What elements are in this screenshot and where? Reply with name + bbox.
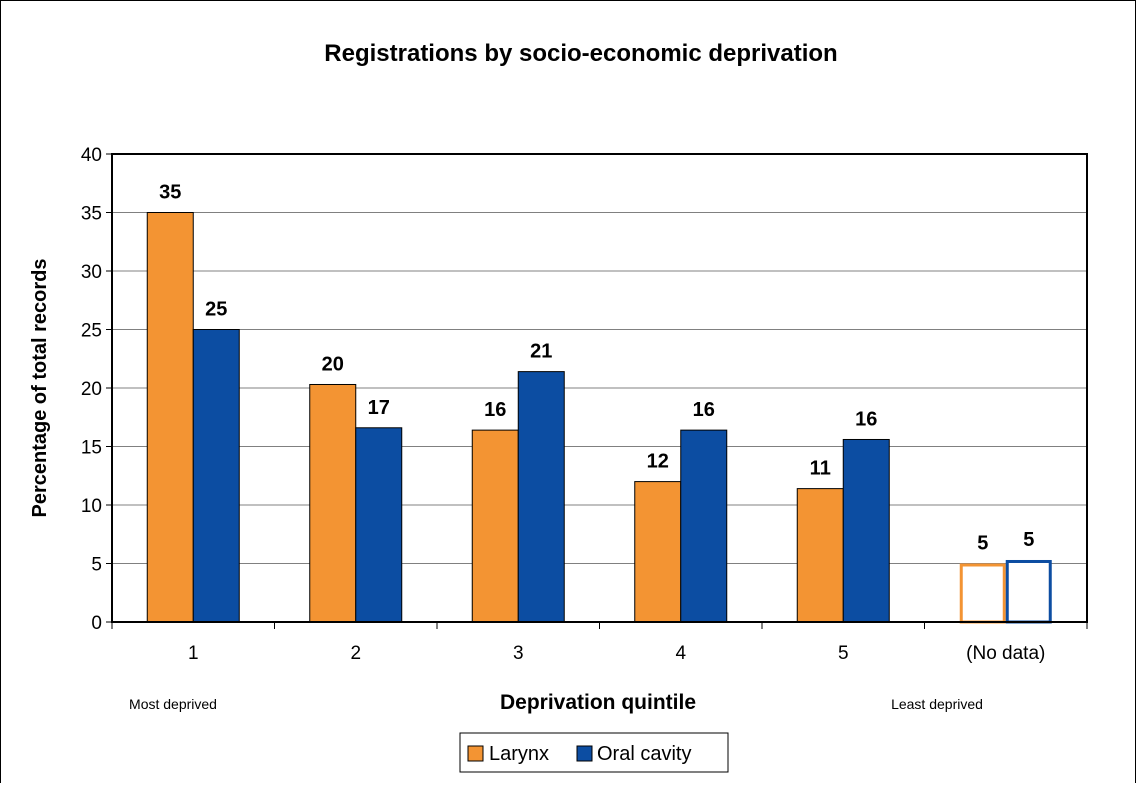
x-tick-label: 4 bbox=[675, 643, 686, 664]
chart-title: Registrations by socio-economic deprivat… bbox=[324, 40, 837, 67]
y-tick-label: 25 bbox=[81, 321, 102, 342]
data-label: 5 bbox=[977, 533, 988, 555]
legend-label-larynx: Larynx bbox=[489, 743, 549, 765]
legend: Larynx Oral cavity bbox=[459, 732, 729, 773]
data-label: 11 bbox=[810, 458, 831, 480]
data-label: 17 bbox=[368, 397, 390, 419]
bar-larynx bbox=[471, 429, 519, 623]
bar-larynx bbox=[634, 481, 682, 623]
bar-larynx bbox=[146, 212, 194, 623]
legend-label-oral-cavity: Oral cavity bbox=[597, 743, 691, 765]
data-labels: 35 25 20 17 16 21 12 16 11 16 5 5 bbox=[159, 182, 1034, 555]
legend-swatch-larynx bbox=[467, 745, 484, 762]
annotation-most-deprived: Most deprived bbox=[129, 696, 217, 712]
data-label: 16 bbox=[855, 408, 877, 430]
data-label: 21 bbox=[530, 341, 552, 363]
x-tick-label: 5 bbox=[838, 643, 849, 664]
data-label: 16 bbox=[484, 399, 506, 421]
bar-larynx bbox=[796, 488, 844, 623]
data-label: 12 bbox=[647, 451, 669, 473]
y-tick-label: 0 bbox=[91, 613, 102, 634]
y-axis-label: Percentage of total records bbox=[29, 259, 51, 518]
x-tick-label: 3 bbox=[513, 643, 524, 664]
y-tick-label: 20 bbox=[81, 379, 102, 400]
x-tick-label: 2 bbox=[350, 643, 361, 664]
bar-oral-cavity bbox=[355, 427, 403, 623]
bar-oral-cavity bbox=[517, 371, 565, 623]
bar-oral-cavity bbox=[680, 429, 728, 623]
bar-oral-cavity bbox=[1005, 559, 1052, 624]
bar-oral-cavity bbox=[842, 438, 890, 623]
bar-larynx bbox=[309, 383, 357, 623]
y-tick-label: 5 bbox=[91, 555, 102, 576]
y-tick-label: 15 bbox=[81, 438, 102, 459]
x-axis-label: Deprivation quintile bbox=[500, 691, 696, 714]
legend-swatch-oral-cavity bbox=[576, 745, 593, 762]
data-label: 16 bbox=[693, 399, 715, 421]
y-tick-label: 35 bbox=[81, 204, 102, 225]
bars bbox=[146, 212, 1052, 624]
data-label: 35 bbox=[159, 182, 181, 204]
x-tick-label: 1 bbox=[188, 643, 199, 664]
data-label: 5 bbox=[1023, 529, 1034, 551]
bar-larynx bbox=[959, 563, 1006, 624]
legend-box bbox=[459, 732, 729, 773]
y-tick-label: 10 bbox=[81, 496, 102, 517]
y-tick-label: 40 bbox=[81, 145, 102, 166]
x-tick-label: (No data) bbox=[966, 643, 1045, 664]
data-label: 25 bbox=[205, 299, 227, 321]
y-tick-label: 30 bbox=[81, 262, 102, 283]
gridlines bbox=[112, 212, 1087, 564]
annotation-least-deprived: Least deprived bbox=[891, 696, 983, 712]
data-label: 20 bbox=[322, 353, 344, 375]
bar-oral-cavity bbox=[192, 329, 240, 623]
